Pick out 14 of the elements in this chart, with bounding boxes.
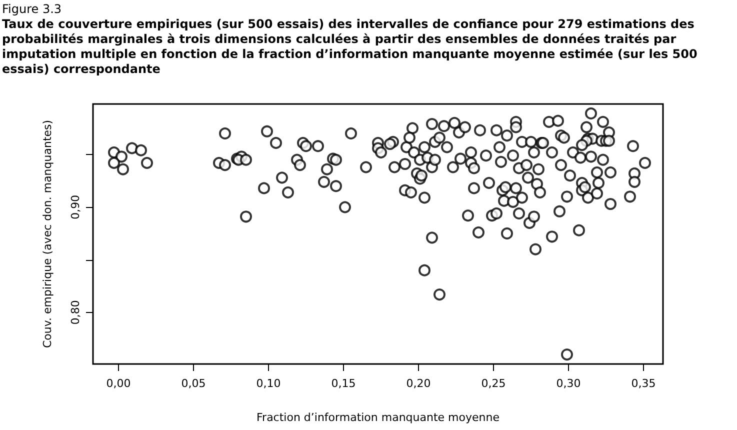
y-axis-title: Couv. empirique (avec don. manquantes) [41,120,54,348]
x-tick-label: 0,20 [406,377,431,390]
x-tick-label: 0,30 [556,377,581,390]
x-tick-label: 0,05 [181,377,206,390]
chart-title: Figure 3.3 [2,2,62,17]
y-tick-label: 0,90 [69,194,82,220]
x-tick-label: 0,00 [106,377,131,390]
chart-subtitle: Taux de couverture empiriques (sur 500 essais) des intervalles de confiance pour 279 estimations des probabilités marginales à trois dimensions calculées à partir des ensembles de données traités par imputation multiple en fonction de la fraction d’information manquante moyenne estimée (sur les 500 essais) correspondante [2,17,698,77]
x-tick-label: 0,25 [481,377,506,390]
x-tick-label: 0,35 [631,377,656,390]
x-tick-label: 0,15 [331,377,356,390]
y-tick-label: 0,80 [69,300,82,325]
x-axis-title: Fraction d’information manquante moyenne [256,411,500,424]
x-tick-label: 0,10 [256,377,281,390]
